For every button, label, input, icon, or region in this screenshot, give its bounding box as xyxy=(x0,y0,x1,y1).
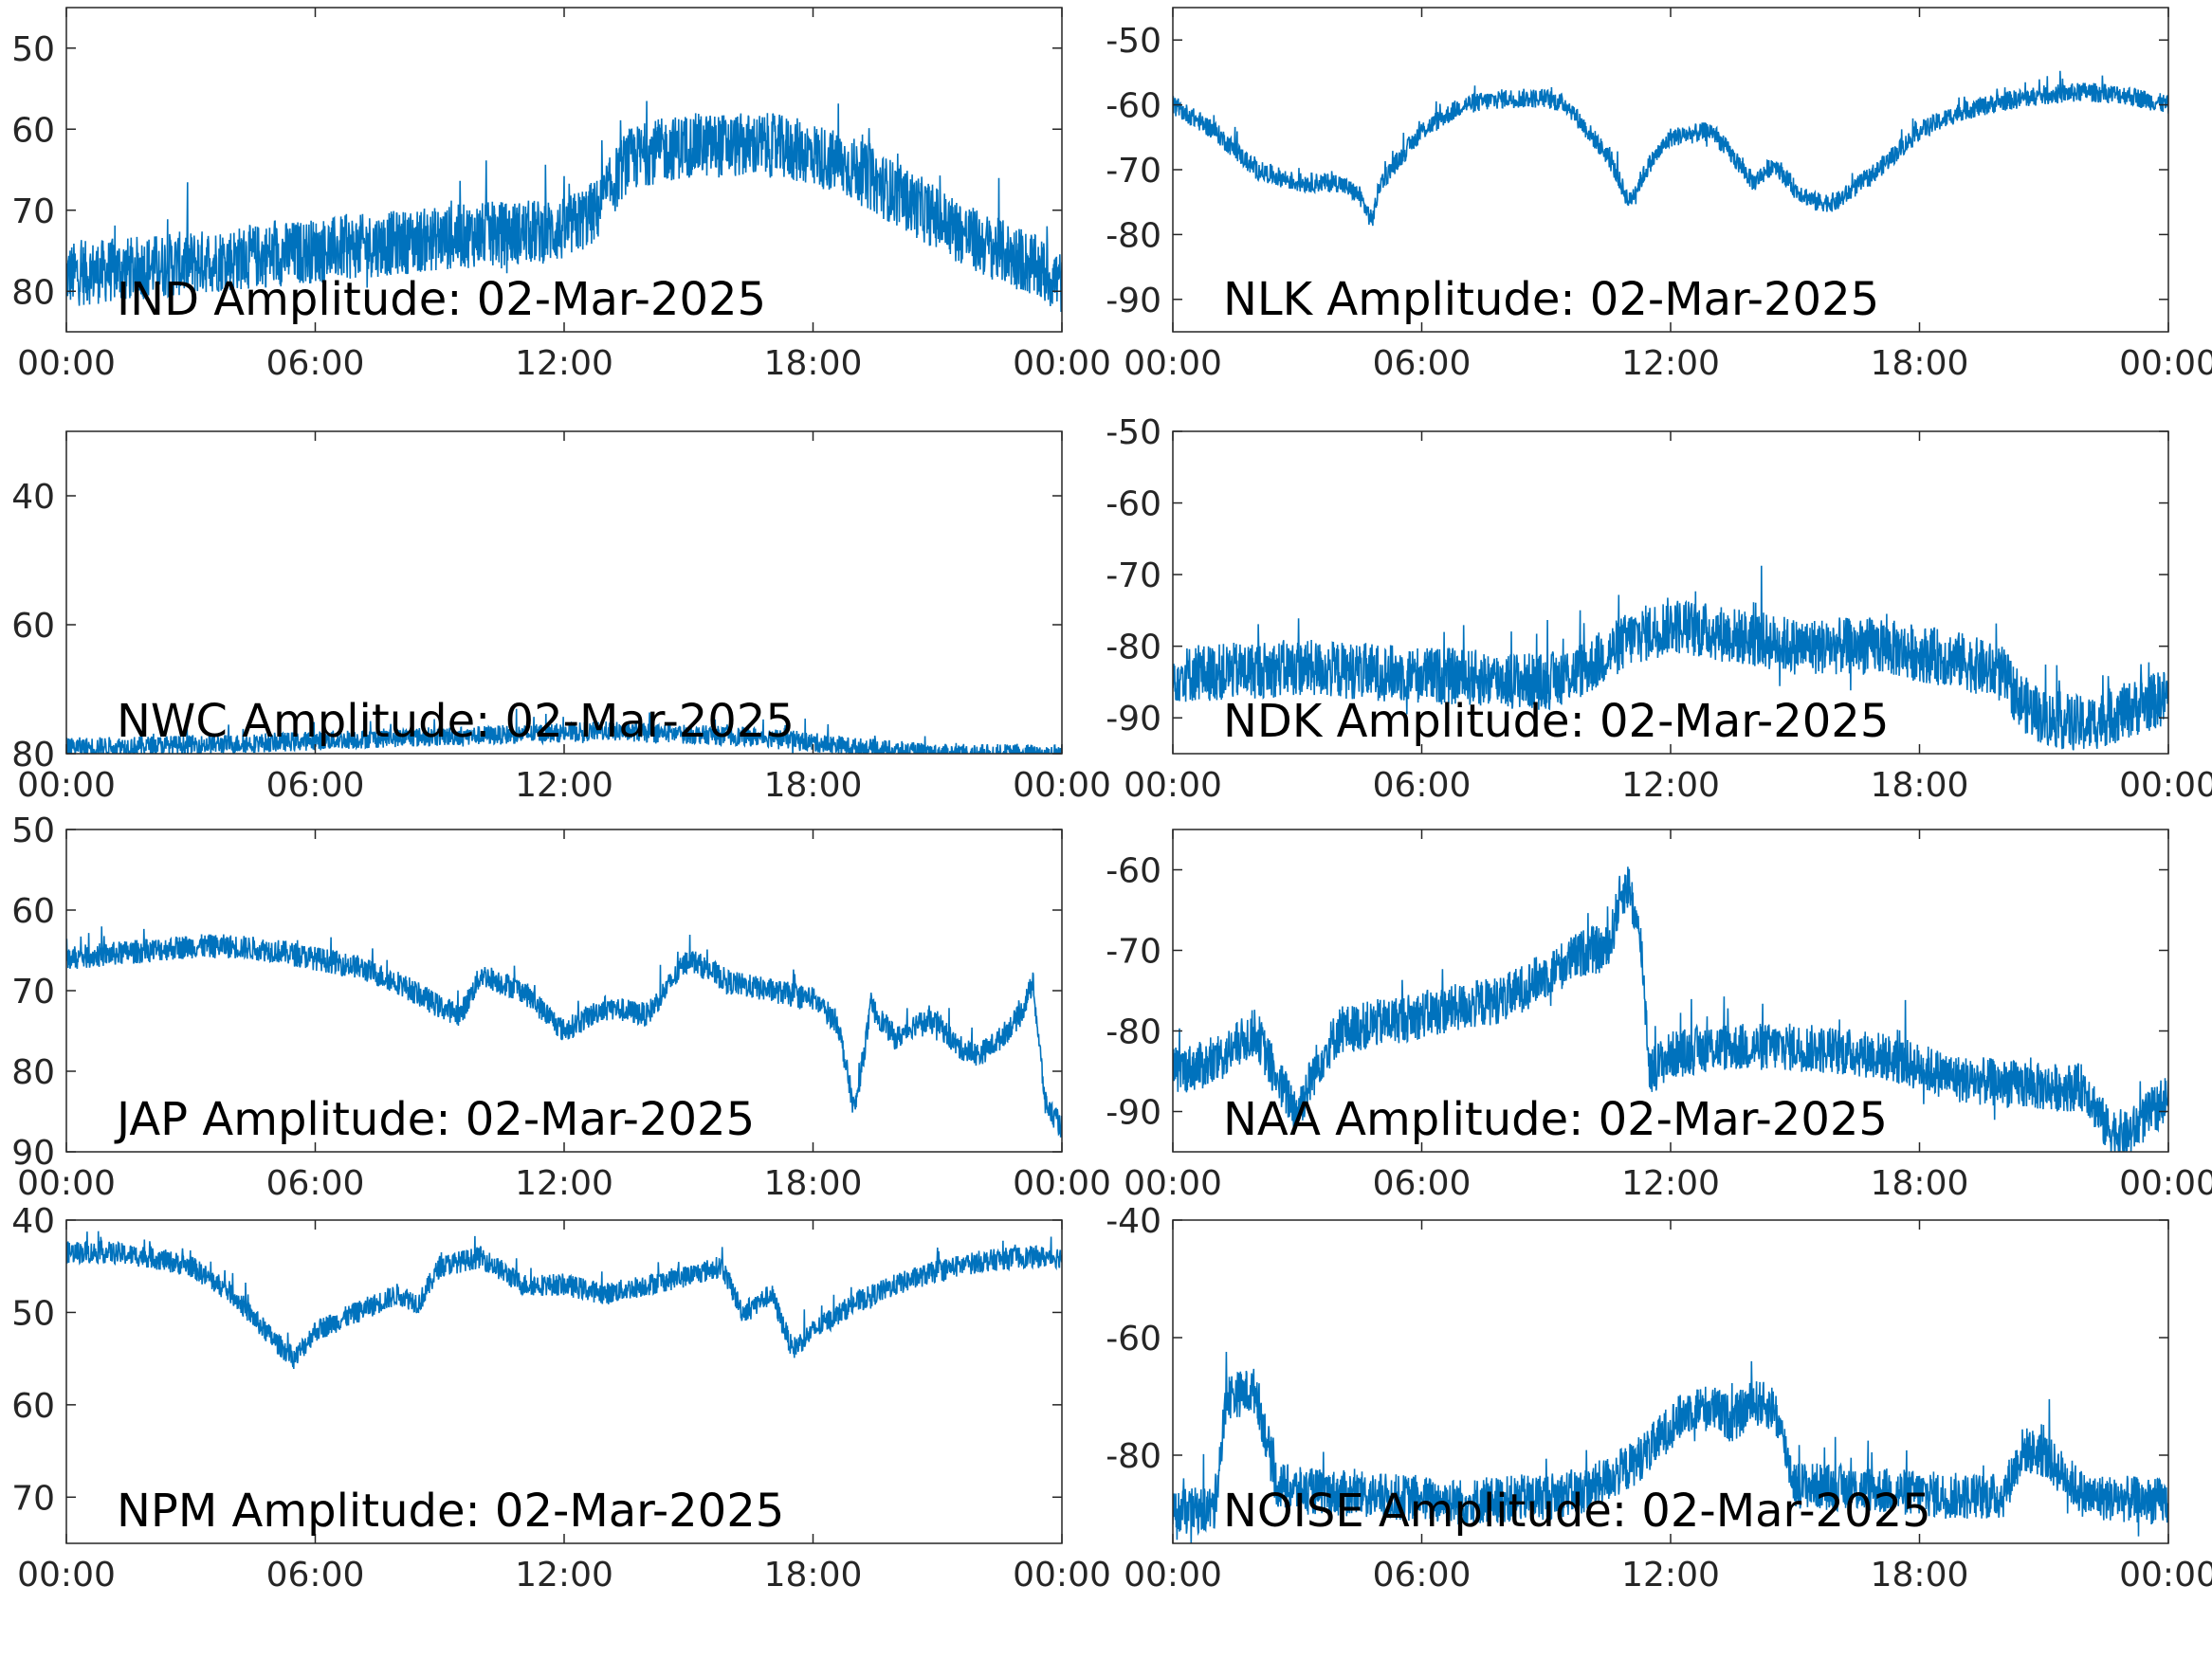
panel-naa: 00:00 06:00 12:00 18:00 00:00 -60 -70 -80 -90 NAA… xyxy=(1106,829,2212,1203)
x-tick-label: 12:00 xyxy=(1621,1164,1720,1203)
x-tick-label: 06:00 xyxy=(266,766,365,805)
x-tick-label: 00:00 xyxy=(1124,344,1222,383)
x-tick-label: 00:00 xyxy=(17,344,116,383)
y-tick-label: 70 xyxy=(11,973,55,1012)
x-tick-label: 06:00 xyxy=(1373,344,1472,383)
x-tick-label: 00:00 xyxy=(2119,766,2212,805)
x-tick-label: 06:00 xyxy=(266,1556,365,1595)
y-tick-label: 90 xyxy=(11,1134,55,1173)
series-line xyxy=(1173,866,2168,1152)
x-tick-label: 00:00 xyxy=(17,1556,116,1595)
panel-nwc: 00:00 06:00 12:00 18:00 00:00 40 60 80 NWC Ampli… xyxy=(11,430,1111,805)
panel-title: JAP Amplitude: 02-Mar-2025 xyxy=(114,1093,755,1146)
panel-title: IND Amplitude: 02-Mar-2025 xyxy=(117,273,766,326)
x-tick-label: 00:00 xyxy=(2119,344,2212,383)
x-tick-label: 00:00 xyxy=(17,1164,116,1203)
x-tick-label: 18:00 xyxy=(764,766,863,805)
x-tick-label: 00:00 xyxy=(1013,766,1111,805)
y-tick-label: -40 xyxy=(1106,1202,1161,1241)
series-line xyxy=(1173,565,2168,751)
series-line xyxy=(1173,70,2168,227)
y-tick-label: 80 xyxy=(11,736,55,775)
x-tick-label: 00:00 xyxy=(17,766,116,805)
panel-title: NPM Amplitude: 02-Mar-2025 xyxy=(117,1485,784,1538)
x-tick-label: 00:00 xyxy=(1124,766,1222,805)
x-tick-label: 06:00 xyxy=(1373,1164,1472,1203)
y-tick-label: -60 xyxy=(1106,852,1161,891)
series-line xyxy=(66,100,1062,313)
x-tick-label: 18:00 xyxy=(1871,1556,1969,1595)
panel-noise: 00:00 06:00 12:00 18:00 00:00 -40 -60 -80 NOISE … xyxy=(1106,1202,2212,1595)
x-tick-label: 00:00 xyxy=(1013,1164,1111,1203)
panel-title: NOISE Amplitude: 02-Mar-2025 xyxy=(1223,1485,1931,1538)
y-tick-label: -50 xyxy=(1106,22,1161,61)
y-tick-label: -90 xyxy=(1106,282,1161,320)
panel-ndk: 00:00 06:00 12:00 18:00 00:00 -50 -60 -70 -80 -90… xyxy=(1106,413,2212,805)
y-tick-label: 70 xyxy=(11,192,55,231)
x-tick-label: 18:00 xyxy=(764,344,863,383)
y-tick-label: 70 xyxy=(11,1479,55,1518)
x-tick-label: 12:00 xyxy=(515,1164,613,1203)
y-tick-label: 60 xyxy=(11,111,55,150)
y-tick-label: 40 xyxy=(11,478,55,517)
panel-title: NDK Amplitude: 02-Mar-2025 xyxy=(1223,695,1889,748)
y-tick-label: -60 xyxy=(1106,485,1161,524)
x-tick-label: 00:00 xyxy=(1013,1556,1111,1595)
y-tick-label: 50 xyxy=(11,811,55,850)
series-line xyxy=(66,708,1062,754)
y-tick-label: -50 xyxy=(1106,413,1161,452)
y-tick-label: -70 xyxy=(1106,933,1161,972)
y-tick-label: -80 xyxy=(1106,1013,1161,1052)
x-tick-label: 18:00 xyxy=(764,1164,863,1203)
x-tick-label: 18:00 xyxy=(1871,344,1969,383)
series-line xyxy=(66,926,1062,1138)
panel-title: NLK Amplitude: 02-Mar-2025 xyxy=(1223,273,1879,326)
panel-nlk: 00:00 06:00 12:00 18:00 00:00 -50 -60 -70 -80 -90… xyxy=(1106,7,2212,383)
y-tick-label: -60 xyxy=(1106,1320,1161,1358)
y-tick-label: 60 xyxy=(11,892,55,931)
panel-title: NAA Amplitude: 02-Mar-2025 xyxy=(1223,1093,1888,1146)
x-tick-label: 12:00 xyxy=(515,344,613,383)
y-tick-label: -70 xyxy=(1106,152,1161,191)
series-line xyxy=(66,1231,1062,1370)
panel-jap: 00:00 06:00 12:00 18:00 00:00 50 60 70 80 90 JAP A… xyxy=(11,811,1111,1203)
x-tick-label: 18:00 xyxy=(764,1556,863,1595)
y-tick-label: -60 xyxy=(1106,87,1161,126)
y-tick-label: -90 xyxy=(1106,700,1161,738)
panel-npm: 00:00 06:00 12:00 18:00 00:00 40 50 60 70 NPM Amp… xyxy=(11,1202,1111,1595)
x-tick-label: 12:00 xyxy=(515,1556,613,1595)
y-tick-label: 60 xyxy=(11,607,55,646)
x-tick-label: 06:00 xyxy=(266,1164,365,1203)
y-tick-label: 80 xyxy=(11,1053,55,1092)
x-tick-label: 00:00 xyxy=(1013,344,1111,383)
series-line xyxy=(1173,1351,2168,1543)
x-tick-label: 00:00 xyxy=(2119,1164,2212,1203)
x-tick-label: 06:00 xyxy=(1373,766,1472,805)
x-tick-label: 12:00 xyxy=(1621,344,1720,383)
x-tick-label: 12:00 xyxy=(515,766,613,805)
y-tick-label: -70 xyxy=(1106,556,1161,595)
y-tick-label: -80 xyxy=(1106,1437,1161,1476)
y-tick-label: 80 xyxy=(11,273,55,312)
y-tick-label: -90 xyxy=(1106,1094,1161,1133)
x-tick-label: 12:00 xyxy=(1621,766,1720,805)
x-tick-label: 06:00 xyxy=(1373,1556,1472,1595)
panel-title: NWC Amplitude: 02-Mar-2025 xyxy=(117,695,795,748)
x-tick-label: 06:00 xyxy=(266,344,365,383)
y-tick-label: 40 xyxy=(11,1202,55,1241)
panel-ind: 00:00 06:00 12:00 18:00 00:00 50 60 70 80 IND Amp… xyxy=(11,7,1111,383)
x-tick-label: 18:00 xyxy=(1871,766,1969,805)
y-tick-label: 50 xyxy=(11,30,55,69)
x-tick-label: 18:00 xyxy=(1871,1164,1969,1203)
y-tick-label: -80 xyxy=(1106,216,1161,255)
x-tick-label: 12:00 xyxy=(1621,1556,1720,1595)
y-tick-label: 60 xyxy=(11,1387,55,1426)
y-tick-label: -80 xyxy=(1106,629,1161,667)
x-tick-label: 00:00 xyxy=(1124,1556,1222,1595)
y-tick-label: 50 xyxy=(11,1294,55,1333)
x-tick-label: 00:00 xyxy=(2119,1556,2212,1595)
x-tick-label: 00:00 xyxy=(1124,1164,1222,1203)
